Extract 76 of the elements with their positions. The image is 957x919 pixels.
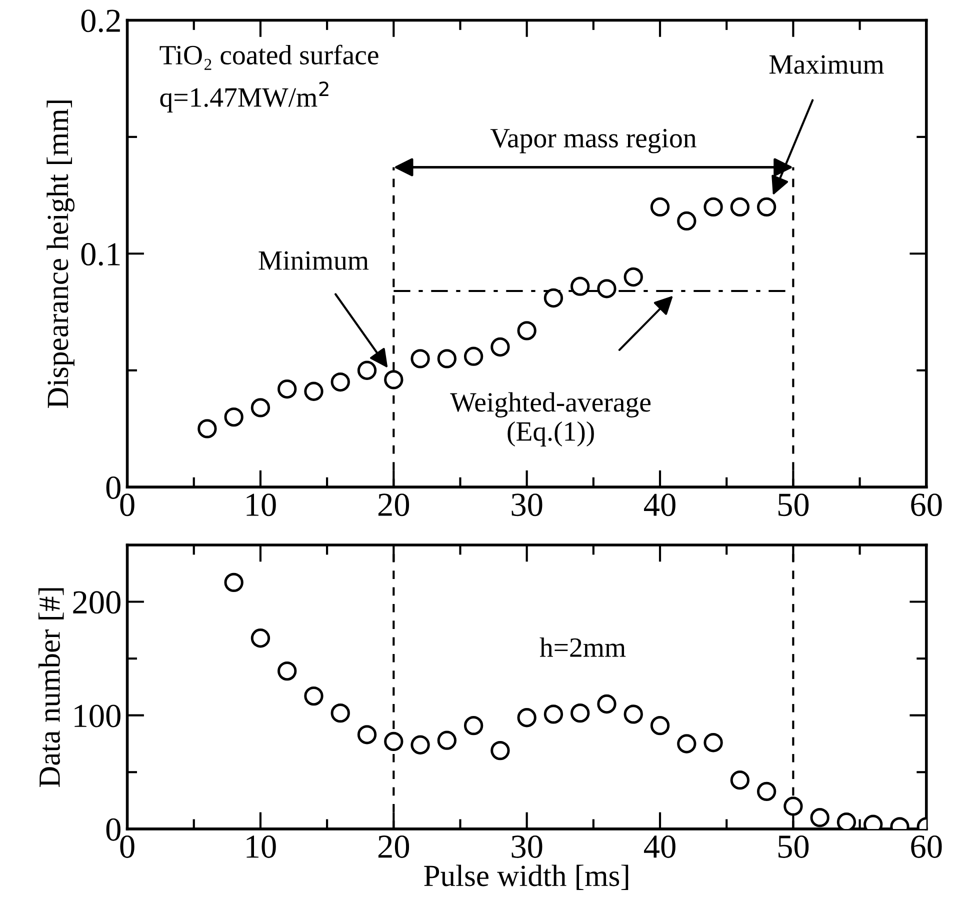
x-tick-label: 50 xyxy=(778,494,809,516)
point xyxy=(330,703,350,723)
point xyxy=(650,197,670,217)
x-tick-label: 10 xyxy=(246,835,276,858)
x-tick-label: 40 xyxy=(644,494,676,516)
point xyxy=(756,197,776,217)
point xyxy=(624,267,643,287)
y-tick-label: 100 xyxy=(74,704,120,728)
point xyxy=(490,740,510,760)
point xyxy=(464,716,484,736)
y-tick-label: 200 xyxy=(73,591,120,614)
y-axis-title: Dispearance height [mm] xyxy=(46,100,75,408)
point xyxy=(384,732,404,752)
point xyxy=(704,733,723,752)
x-tick-label: 60 xyxy=(911,494,942,516)
annotation: TiO₂ coated surface xyxy=(160,44,378,70)
point xyxy=(836,812,856,829)
point xyxy=(224,407,244,427)
x-tick-label: 10 xyxy=(246,494,276,516)
point xyxy=(810,808,830,828)
x-tick-label: 30 xyxy=(512,494,542,516)
point xyxy=(677,734,696,754)
point xyxy=(437,730,457,750)
point xyxy=(597,279,616,298)
point xyxy=(784,796,803,816)
annotation: Vapor mass region xyxy=(490,128,696,154)
annotation: Maximum xyxy=(769,55,884,74)
x-tick-label: 40 xyxy=(644,835,676,858)
point xyxy=(490,337,510,357)
point xyxy=(278,661,297,681)
point xyxy=(437,349,457,368)
point xyxy=(224,572,244,592)
point xyxy=(330,372,350,392)
y-tick-label: 0 xyxy=(106,818,120,841)
point xyxy=(250,628,270,648)
x-tick-label: 0 xyxy=(120,494,134,516)
point xyxy=(704,197,723,217)
point xyxy=(410,735,430,754)
annotation: h=2mm xyxy=(540,637,626,657)
y-tick-label: 0.1 xyxy=(81,243,120,266)
point xyxy=(677,211,696,231)
point xyxy=(410,349,430,368)
x-tick-label: 20 xyxy=(378,494,410,516)
x-axis-title: Pulse width [ms] xyxy=(424,864,628,890)
point xyxy=(650,716,670,736)
point xyxy=(730,197,750,217)
point xyxy=(730,770,750,790)
x-tick-label: 50 xyxy=(778,835,809,858)
point xyxy=(570,276,590,296)
x-tick-label: 30 xyxy=(512,835,542,858)
point xyxy=(250,398,270,418)
point xyxy=(198,419,217,438)
point xyxy=(517,708,536,728)
point xyxy=(597,694,616,714)
point xyxy=(544,288,564,308)
annotation: Minimum xyxy=(258,251,369,270)
point xyxy=(357,725,377,744)
point xyxy=(756,782,776,802)
point xyxy=(304,382,324,401)
point xyxy=(544,704,564,724)
point xyxy=(517,321,536,340)
y-tick-label: 0.2 xyxy=(81,10,120,32)
x-tick-label: 60 xyxy=(911,835,942,858)
y-axis-title: Data number [#] xyxy=(38,588,64,788)
point xyxy=(570,703,590,723)
x-tick-label: 20 xyxy=(378,835,410,858)
point xyxy=(624,704,643,724)
annotation: Weighted-average (Eq.(1)) xyxy=(450,392,651,447)
point xyxy=(278,379,297,399)
point xyxy=(304,686,324,706)
point xyxy=(357,360,377,380)
point xyxy=(464,346,484,366)
y-tick-label: 0 xyxy=(106,476,120,499)
point xyxy=(384,370,404,390)
x-tick-label: 0 xyxy=(120,835,134,858)
annotation: q=1.47MW/m$^{2}$ xyxy=(160,82,328,113)
